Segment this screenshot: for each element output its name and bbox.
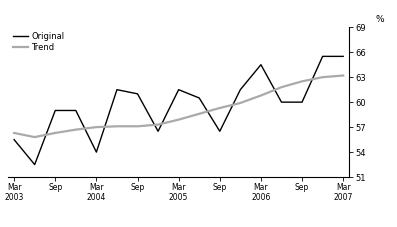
Trend (300, 80, 304, 83)
Original (135, 92, 140, 95)
Trend (73, 128, 78, 131)
Original (320, 55, 325, 58)
Trend (238, 102, 243, 104)
Original (258, 63, 263, 66)
Trend (320, 76, 325, 79)
Legend: Original, Trend: Original, Trend (12, 31, 65, 53)
Original (156, 130, 160, 133)
Original (53, 109, 58, 112)
Trend (197, 112, 202, 115)
Original (238, 88, 243, 91)
Line: Trend: Trend (14, 76, 343, 137)
Trend (94, 126, 99, 128)
Original (197, 97, 202, 99)
Original (115, 88, 119, 91)
Trend (12, 132, 17, 134)
Trend (156, 123, 160, 126)
Trend (218, 107, 222, 109)
Original (12, 138, 17, 141)
Original (32, 163, 37, 166)
Original (218, 130, 222, 133)
Original (176, 88, 181, 91)
Original (300, 101, 304, 104)
Trend (32, 136, 37, 138)
Trend (258, 94, 263, 97)
Line: Original: Original (14, 56, 343, 165)
Trend (279, 86, 284, 89)
Original (341, 55, 345, 58)
Trend (115, 125, 119, 128)
Trend (176, 118, 181, 121)
Text: %: % (376, 15, 384, 25)
Trend (53, 132, 58, 134)
Trend (341, 74, 345, 77)
Trend (135, 125, 140, 128)
Original (73, 109, 78, 112)
Original (94, 151, 99, 153)
Original (279, 101, 284, 104)
